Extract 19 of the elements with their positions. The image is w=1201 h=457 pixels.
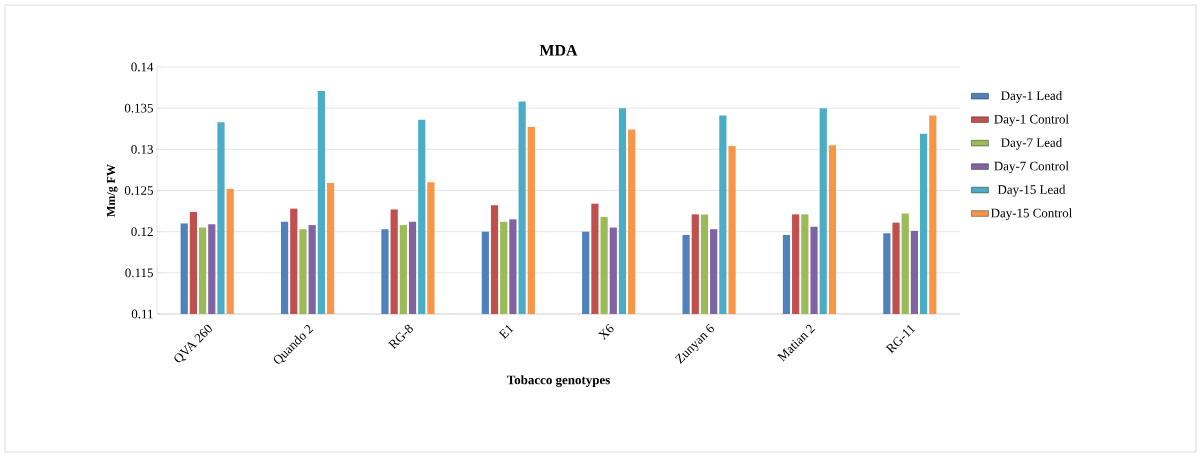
x-tick-label: E1 [498,324,514,340]
x-axis-title: Tobacco genotypes [506,375,610,387]
legend-label: Day-1 Control [994,114,1069,127]
y-tick-label: 0.115 [125,268,153,278]
legend-label: Day-15 Control [990,208,1073,221]
chart-title: MDA [539,44,578,56]
y-tick-label: 0.125 [124,186,153,195]
legend-label: Day-7 Control [994,161,1069,174]
y-tick-label: 0.13 [131,144,153,154]
y-tick-label: 0.14 [131,62,154,72]
y-tick-label: 0.12 [131,227,153,237]
y-tick-label: 0.135 [124,103,153,113]
x-tick-label: X6 [598,324,614,341]
x-tick-label: QVA 260 [174,324,212,363]
legend-label: Day-15 Lead [997,184,1066,197]
legend-label: Day-1 Lead [1001,90,1063,103]
y-axis-title: Mm/g FW [106,164,118,217]
y-tick-label: 0.11 [131,309,153,319]
legend-label: Day-7 Lead [1001,137,1063,150]
